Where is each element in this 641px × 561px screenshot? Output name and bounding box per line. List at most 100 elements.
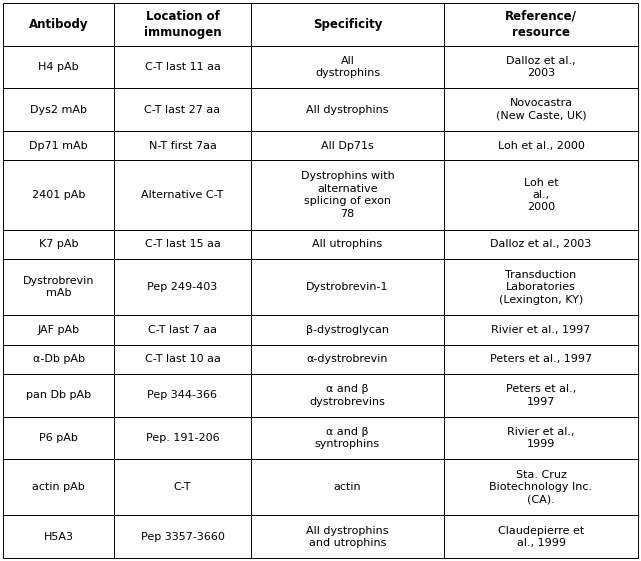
Bar — [444, 259, 638, 315]
Text: C-T last 11 aa: C-T last 11 aa — [144, 62, 221, 72]
Bar — [251, 160, 444, 230]
Text: Dalloz et al.,
2003: Dalloz et al., 2003 — [506, 56, 576, 78]
Bar — [251, 374, 444, 417]
Bar — [3, 230, 114, 259]
Text: Pep. 191-206: Pep. 191-206 — [146, 433, 219, 443]
Text: 2401 pAb: 2401 pAb — [32, 190, 85, 200]
Text: actin: actin — [334, 482, 362, 493]
Text: Claudepierre et
al., 1999: Claudepierre et al., 1999 — [498, 526, 584, 548]
Text: Dalloz et al., 2003: Dalloz et al., 2003 — [490, 240, 592, 250]
Bar — [3, 516, 114, 558]
Bar — [114, 230, 251, 259]
Bar — [3, 315, 114, 344]
Bar — [3, 45, 114, 88]
Text: Transduction
Laboratories
(Lexington, KY): Transduction Laboratories (Lexington, KY… — [499, 270, 583, 305]
Text: α-Db pAb: α-Db pAb — [33, 354, 85, 364]
Text: JAF pAb: JAF pAb — [38, 325, 79, 335]
Bar — [114, 459, 251, 516]
Text: Peters et al., 1997: Peters et al., 1997 — [490, 354, 592, 364]
Bar — [114, 88, 251, 131]
Bar — [3, 259, 114, 315]
Bar — [251, 516, 444, 558]
Bar — [251, 344, 444, 374]
Text: Specificity: Specificity — [313, 17, 382, 31]
Bar — [114, 374, 251, 417]
Bar — [251, 131, 444, 160]
Bar — [3, 3, 114, 45]
Text: Antibody: Antibody — [29, 17, 88, 31]
Bar — [3, 417, 114, 459]
Text: α and β
dystrobrevins: α and β dystrobrevins — [310, 384, 385, 407]
Text: α and β
syntrophins: α and β syntrophins — [315, 427, 380, 449]
Bar — [114, 3, 251, 45]
Bar — [3, 459, 114, 516]
Bar — [444, 160, 638, 230]
Bar — [114, 131, 251, 160]
Bar — [444, 417, 638, 459]
Bar — [444, 459, 638, 516]
Bar — [444, 516, 638, 558]
Bar — [114, 45, 251, 88]
Text: Pep 249-403: Pep 249-403 — [147, 282, 217, 292]
Bar — [251, 88, 444, 131]
Text: Dp71 mAb: Dp71 mAb — [29, 141, 88, 151]
Text: Reference/
resource: Reference/ resource — [505, 10, 577, 39]
Bar — [114, 516, 251, 558]
Text: All Dp71s: All Dp71s — [321, 141, 374, 151]
Bar — [444, 131, 638, 160]
Text: P6 pAb: P6 pAb — [39, 433, 78, 443]
Text: Alternative C-T: Alternative C-T — [141, 190, 224, 200]
Text: All utrophins: All utrophins — [312, 240, 383, 250]
Text: actin pAb: actin pAb — [32, 482, 85, 493]
Text: H5A3: H5A3 — [44, 532, 74, 542]
Text: β-dystroglycan: β-dystroglycan — [306, 325, 389, 335]
Text: Dystrophins with
alternative
splicing of exon
78: Dystrophins with alternative splicing of… — [301, 172, 394, 219]
Text: Dystrobrevin-1: Dystrobrevin-1 — [306, 282, 388, 292]
Bar — [3, 374, 114, 417]
Text: α-dystrobrevin: α-dystrobrevin — [307, 354, 388, 364]
Bar — [444, 344, 638, 374]
Text: Dystrobrevin
mAb: Dystrobrevin mAb — [23, 276, 94, 298]
Bar — [3, 344, 114, 374]
Bar — [3, 131, 114, 160]
Text: C-T last 7 aa: C-T last 7 aa — [148, 325, 217, 335]
Text: Peters et al.,
1997: Peters et al., 1997 — [506, 384, 576, 407]
Bar — [251, 417, 444, 459]
Text: C-T last 15 aa: C-T last 15 aa — [144, 240, 221, 250]
Text: H4 pAb: H4 pAb — [38, 62, 79, 72]
Text: Dys2 mAb: Dys2 mAb — [30, 104, 87, 114]
Bar — [444, 45, 638, 88]
Text: C-T last 27 aa: C-T last 27 aa — [144, 104, 221, 114]
Text: Rivier et al.,
1999: Rivier et al., 1999 — [507, 427, 575, 449]
Text: All dystrophins: All dystrophins — [306, 104, 388, 114]
Bar — [3, 160, 114, 230]
Text: pan Db pAb: pan Db pAb — [26, 390, 91, 401]
Text: Pep 3357-3660: Pep 3357-3660 — [140, 532, 224, 542]
Bar — [114, 417, 251, 459]
Bar — [251, 315, 444, 344]
Text: Rivier et al., 1997: Rivier et al., 1997 — [492, 325, 591, 335]
Bar — [251, 259, 444, 315]
Bar — [114, 315, 251, 344]
Bar — [114, 259, 251, 315]
Text: All
dystrophins: All dystrophins — [315, 56, 380, 78]
Bar — [251, 45, 444, 88]
Bar — [444, 315, 638, 344]
Text: Loh et al., 2000: Loh et al., 2000 — [497, 141, 585, 151]
Bar — [3, 88, 114, 131]
Bar — [444, 230, 638, 259]
Bar — [251, 3, 444, 45]
Text: C-T last 10 aa: C-T last 10 aa — [144, 354, 221, 364]
Text: Loh et
al.,
2000: Loh et al., 2000 — [524, 178, 558, 213]
Bar — [114, 160, 251, 230]
Bar — [251, 459, 444, 516]
Bar — [444, 88, 638, 131]
Text: K7 pAb: K7 pAb — [39, 240, 78, 250]
Text: C-T: C-T — [174, 482, 191, 493]
Bar — [444, 3, 638, 45]
Text: Location of
immunogen: Location of immunogen — [144, 10, 221, 39]
Text: Sta. Cruz
Biotechnology Inc.
(CA).: Sta. Cruz Biotechnology Inc. (CA). — [490, 470, 592, 505]
Bar — [251, 230, 444, 259]
Bar — [114, 344, 251, 374]
Bar — [444, 374, 638, 417]
